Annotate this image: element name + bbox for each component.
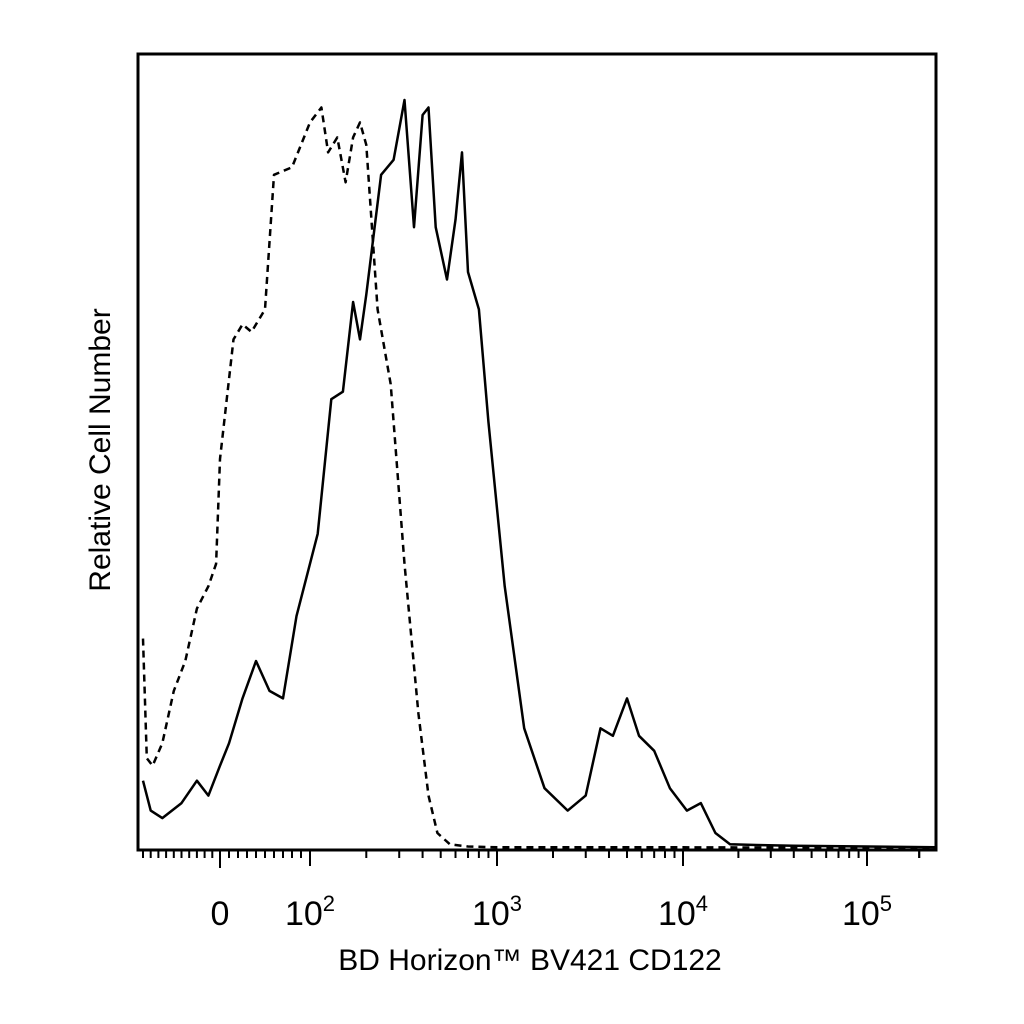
x-tick-label: 0 [211, 895, 230, 933]
histogram-series [141, 98, 937, 850]
x-tick-label: 103 [472, 891, 522, 933]
isotype-control-histogram [141, 106, 937, 850]
x-axis-title: BD Horizon™ BV421 CD122 [338, 944, 722, 977]
x-tick-label: 105 [842, 891, 892, 933]
stained-histogram [141, 98, 937, 849]
y-axis-title: Relative Cell Number [84, 308, 117, 591]
x-tick-label: 104 [658, 891, 708, 933]
plot-frame [136, 52, 938, 852]
x-tick-label: 102 [285, 891, 335, 933]
x-axis-tick-labels: 0 102 103 104 105 [211, 891, 893, 933]
x-axis-ticks [142, 850, 921, 868]
